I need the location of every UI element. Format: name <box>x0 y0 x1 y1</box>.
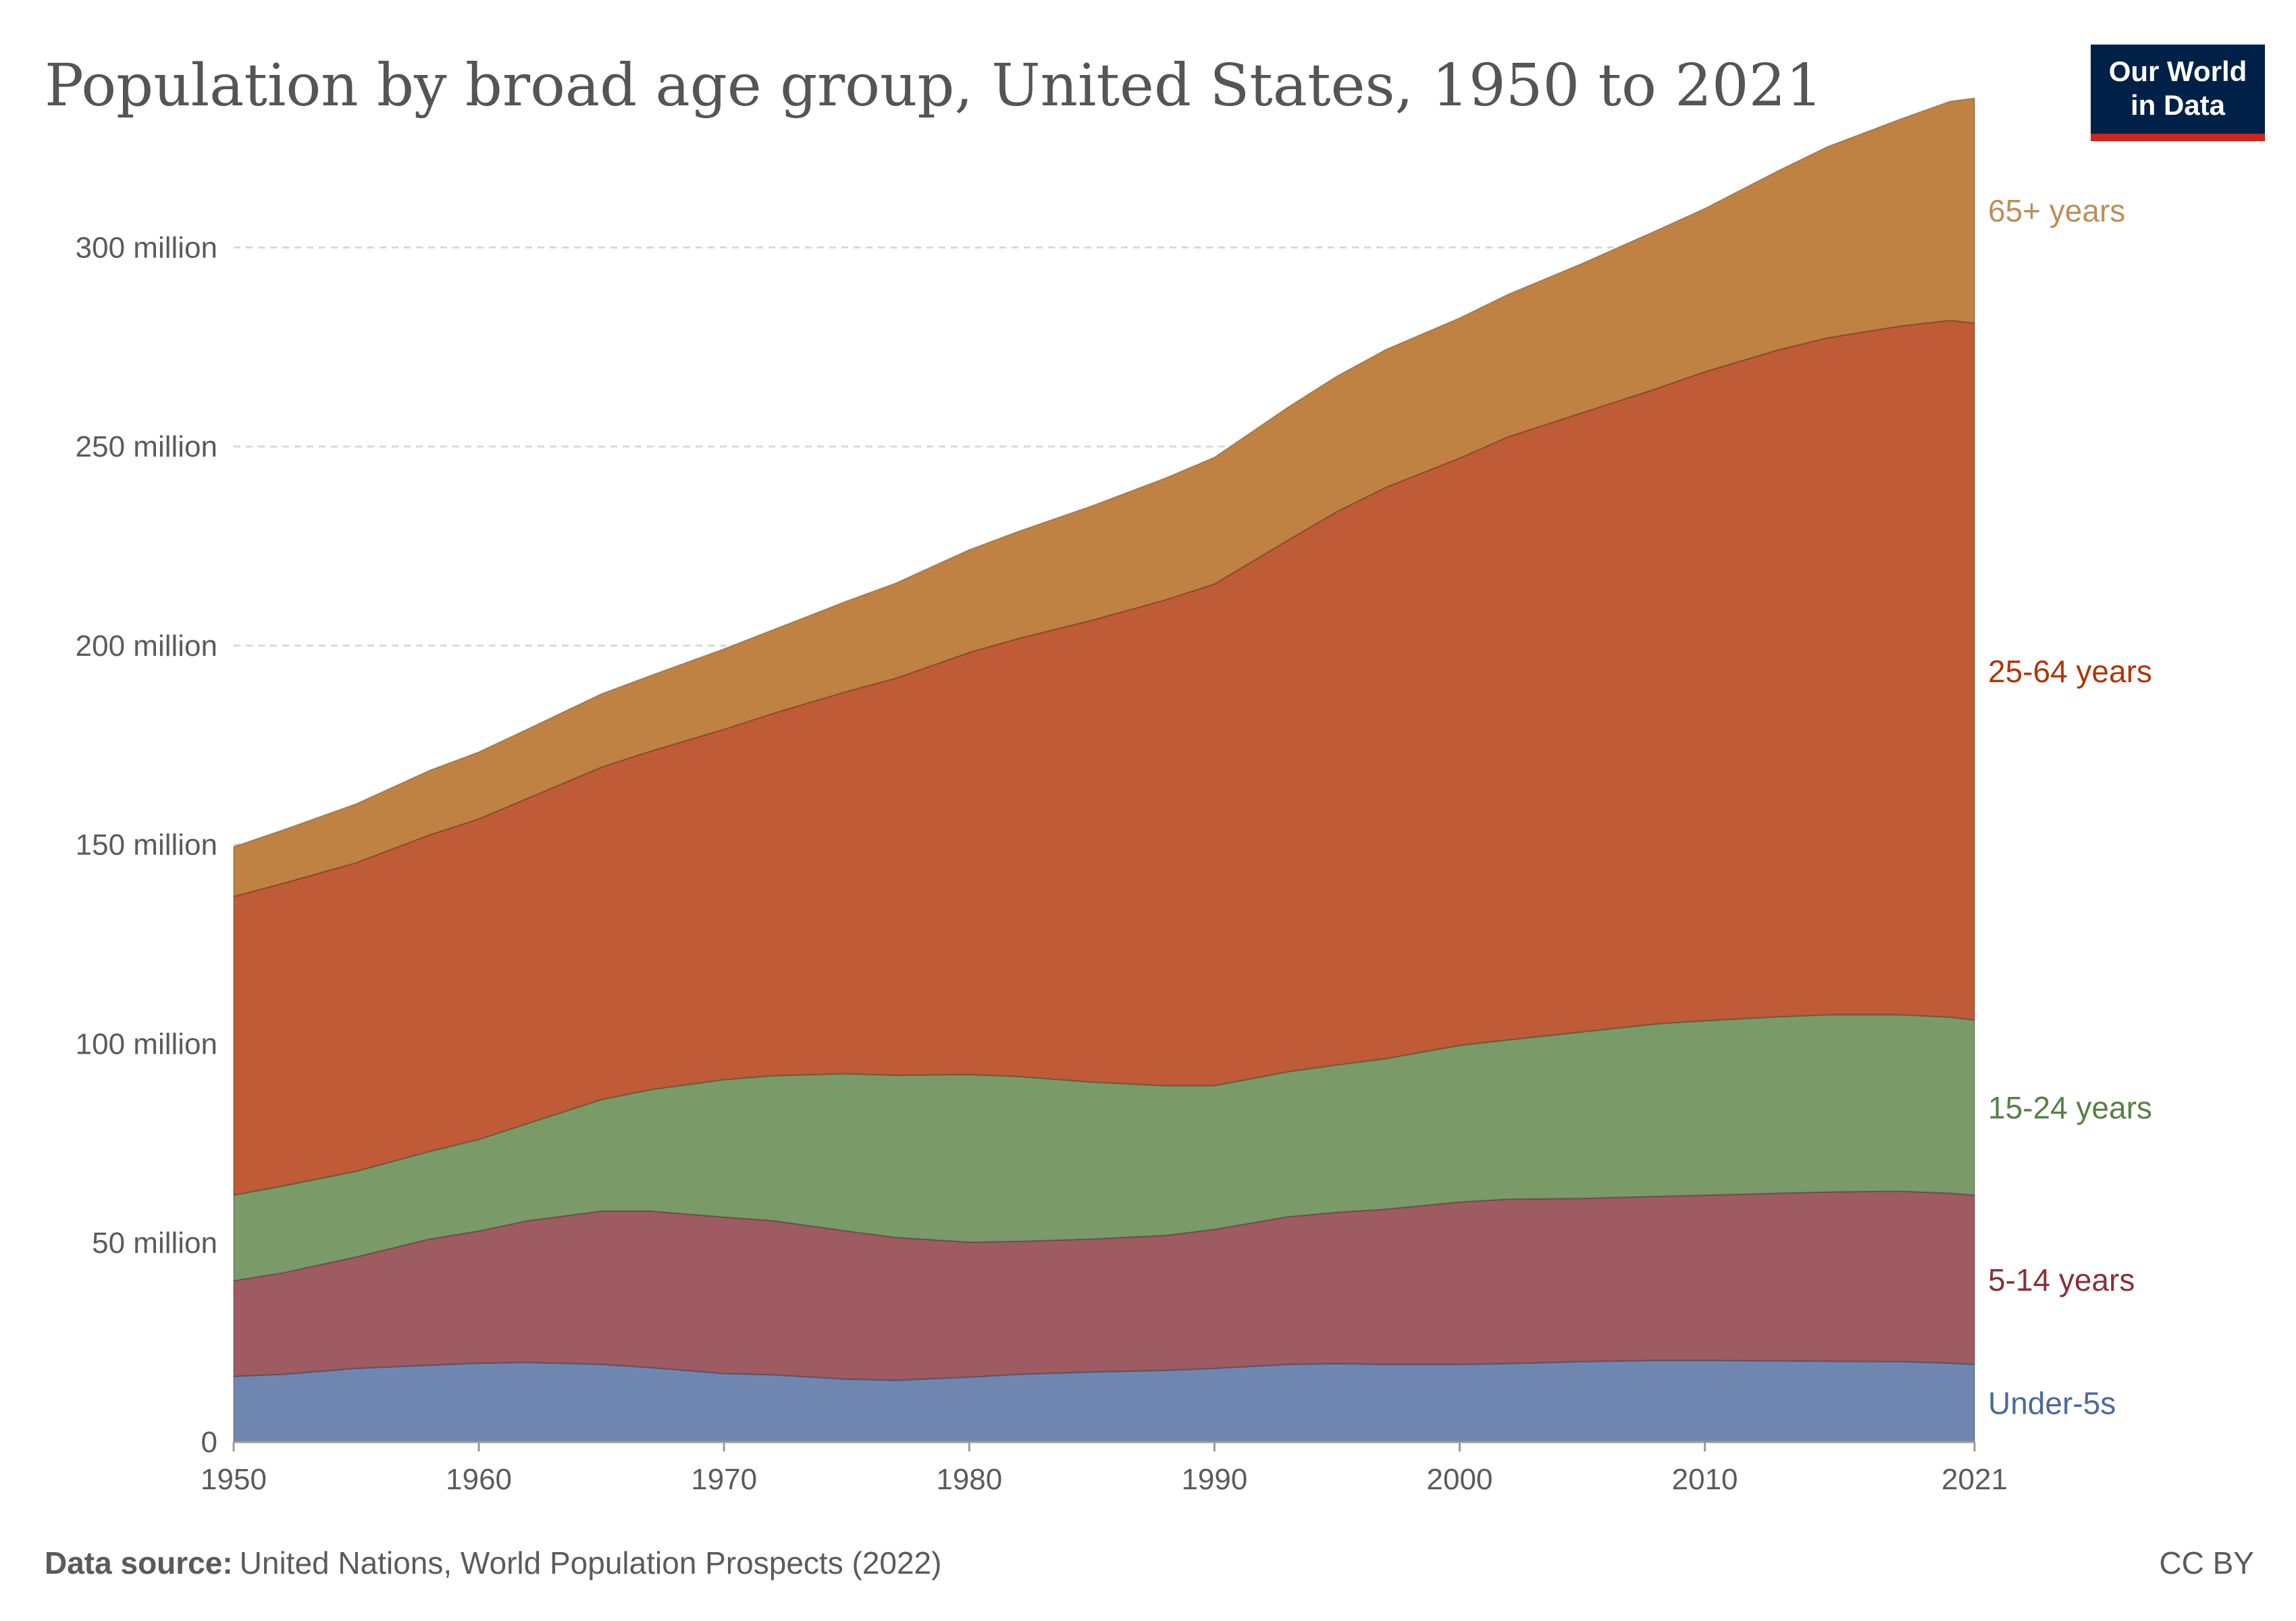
logo-line1: Our World <box>2109 55 2247 87</box>
data-source-text: United Nations, World Population Prospec… <box>240 1545 942 1580</box>
y-tick-label: 150 million <box>76 829 217 862</box>
logo-bar <box>2091 134 2265 141</box>
logo: Our World in Data <box>2091 45 2265 141</box>
x-tick-label: 1960 <box>446 1463 512 1496</box>
logo-box <box>2091 45 2265 136</box>
series-label-under-5s: Under-5s <box>1988 1386 2116 1421</box>
x-tick-label: 2010 <box>1672 1463 1738 1496</box>
y-tick-label: 250 million <box>76 430 217 463</box>
area-under-5s <box>233 1360 1975 1443</box>
x-axis-ticks: 1950 1960 1970 1980 1990 2000 2010 2021 <box>201 1442 2008 1496</box>
y-tick-label: 50 million <box>92 1227 217 1260</box>
license: CC BY <box>2159 1545 2254 1580</box>
area-series <box>233 97 1975 1443</box>
logo-line2: in Data <box>2131 89 2226 121</box>
x-tick-label: 1970 <box>691 1463 757 1496</box>
series-labels: Under-5s 5-14 years 15-24 years 25-64 years… <box>1988 193 2152 1421</box>
x-tick-label: 1950 <box>201 1463 267 1496</box>
y-tick-label: 0 <box>201 1426 217 1459</box>
series-label-25-64-years: 25-64 years <box>1988 654 2152 689</box>
series-label-5-14-years: 5-14 years <box>1988 1262 2135 1297</box>
x-tick-label: 1980 <box>936 1463 1002 1496</box>
y-tick-label: 300 million <box>76 231 217 264</box>
y-tick-label: 200 million <box>76 629 217 663</box>
series-label-65-years: 65+ years <box>1988 193 2125 228</box>
y-tick-label: 100 million <box>76 1027 217 1060</box>
area-5-14-years <box>233 1190 1975 1381</box>
x-tick-label: 1990 <box>1181 1463 1247 1496</box>
chart-title: Population by broad age group, United St… <box>45 52 1823 120</box>
x-tick-label: 2021 <box>1941 1463 2008 1496</box>
data-source: Data source: United Nations, World Popula… <box>45 1545 941 1580</box>
y-axis-ticks: 0 50 million 100 million 150 million 200 mil… <box>76 231 217 1459</box>
series-label-15-24-years: 15-24 years <box>1988 1090 2152 1125</box>
area-65-years <box>233 97 1975 898</box>
x-tick-label: 2000 <box>1427 1463 1493 1496</box>
data-source-label: Data source: <box>45 1545 233 1580</box>
